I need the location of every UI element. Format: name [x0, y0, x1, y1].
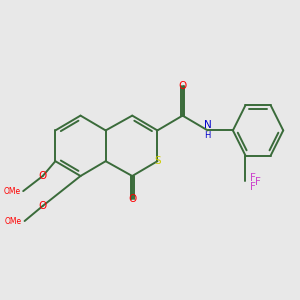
Text: O: O [128, 194, 136, 205]
Text: H: H [205, 131, 211, 140]
Text: OMe: OMe [3, 187, 20, 196]
Text: O: O [178, 81, 187, 91]
Text: O: O [39, 171, 47, 181]
Text: O: O [39, 201, 47, 211]
Text: F: F [250, 182, 255, 192]
Text: OMe: OMe [5, 217, 22, 226]
Text: S: S [154, 156, 161, 166]
Text: F: F [255, 177, 261, 187]
Text: N: N [204, 120, 212, 130]
Text: F: F [250, 173, 255, 183]
